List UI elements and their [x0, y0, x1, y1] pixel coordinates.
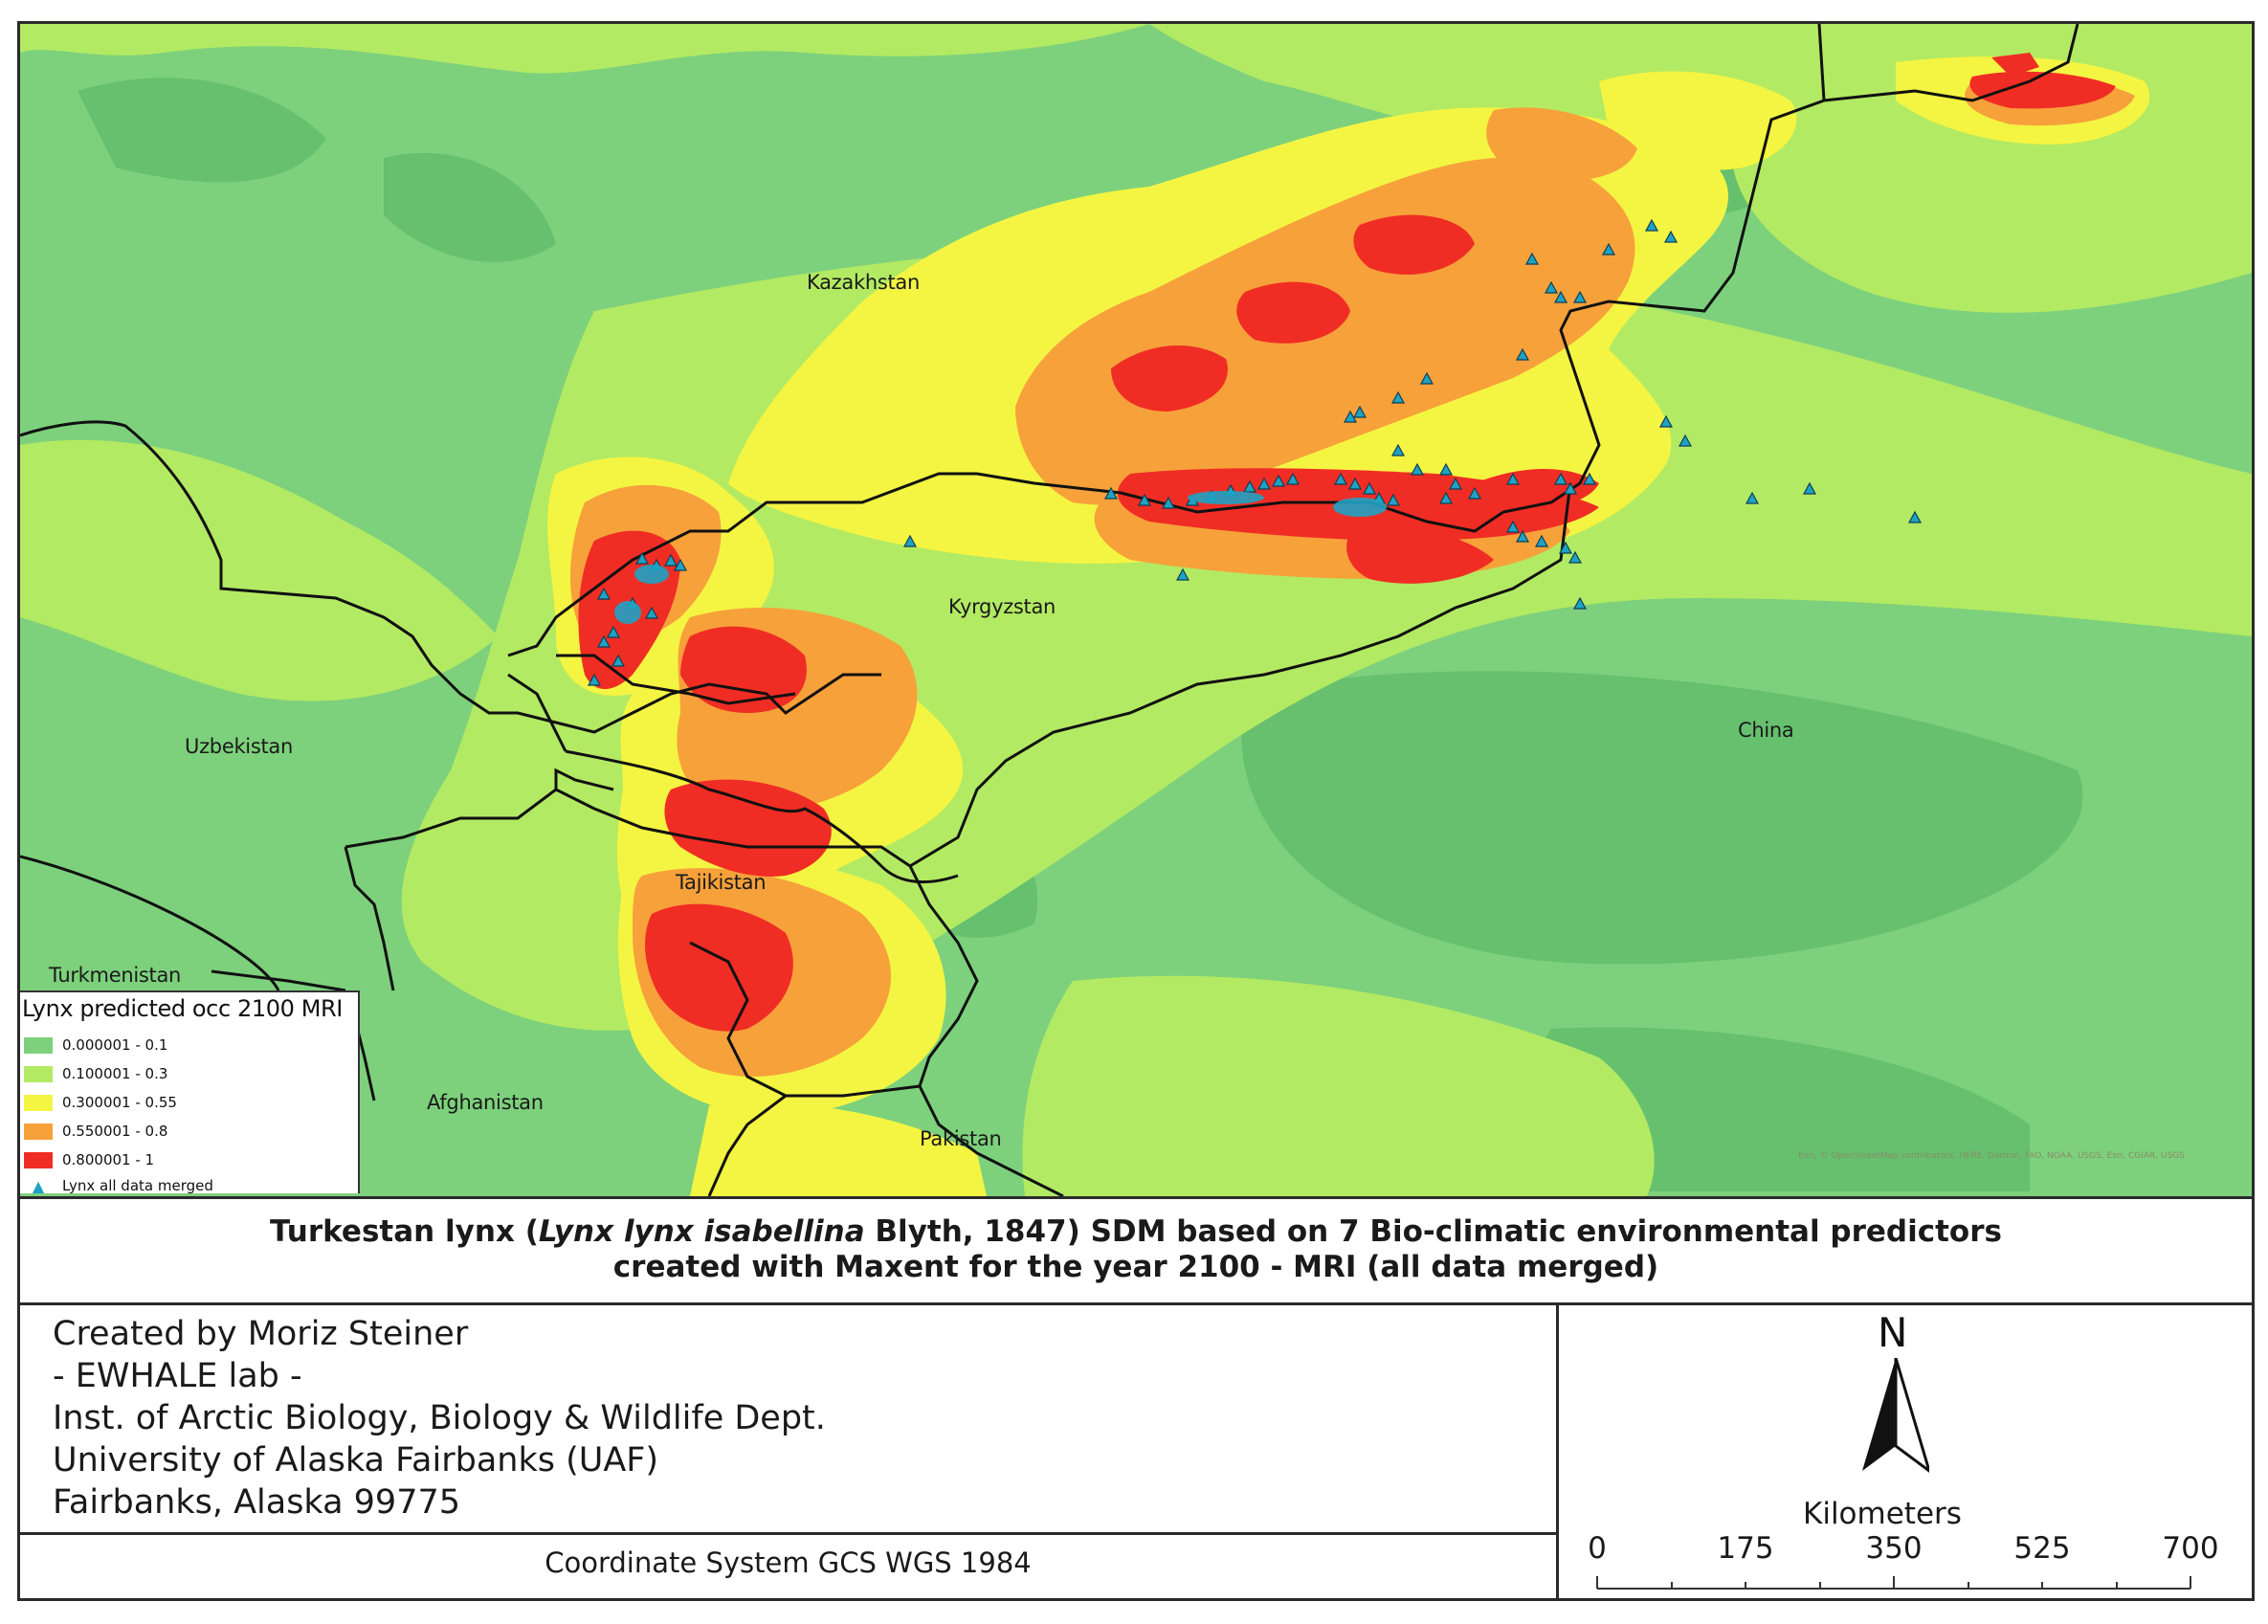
coordinate-system-label: Coordinate System GCS WGS 1984 [545, 1546, 1032, 1579]
legend-swatch [24, 1094, 53, 1111]
legend-swatch [24, 1123, 53, 1140]
credit-line: Inst. of Arctic Biology, Biology & Wildl… [53, 1399, 826, 1437]
coordinate-system-box: Coordinate System GCS WGS 1984 [20, 1535, 1559, 1598]
country-label-china: China [1738, 719, 1794, 742]
scale-unit-label: Kilometers [1803, 1497, 1962, 1531]
triangle-marker-icon: ▲ [32, 1176, 45, 1195]
legend-swatch [24, 1151, 53, 1168]
legend-item: 0.100001 - 0.3 [24, 1062, 167, 1085]
credits-box: Created by Moriz Steiner - EWHALE lab - … [20, 1305, 1559, 1535]
scale-tick-label: 175 [1717, 1531, 1774, 1566]
legend-title: Lynx predicted occ 2100 MRI [22, 995, 343, 1022]
country-label-turkmenistan: Turkmenistan [49, 964, 182, 987]
map-layout-frame: Kazakhstan Kyrgyzstan Uzbekistan China T… [17, 21, 2255, 1601]
map-panel: Kazakhstan Kyrgyzstan Uzbekistan China T… [20, 24, 2252, 1199]
country-label-afghanistan: Afghanistan [427, 1091, 544, 1114]
scale-tick-label: 525 [2013, 1531, 2071, 1566]
legend-item: 0.300001 - 0.55 [24, 1091, 177, 1114]
map-legend: Lynx predicted occ 2100 MRI 0.000001 - 0… [20, 990, 360, 1195]
legend-label: Lynx all data merged [62, 1177, 213, 1194]
country-label-pakistan: Pakistan [920, 1127, 1002, 1150]
legend-item: ▲ Lynx all data merged [24, 1174, 213, 1196]
scale-tick-label: 0 [1588, 1531, 1607, 1566]
legend-label: 0.000001 - 0.1 [62, 1036, 168, 1054]
map-title-box: Turkestan lynx (Lynx lynx isabellina Bly… [20, 1199, 2252, 1305]
title-suffix: Blyth, 1847) SDM based on 7 Bio-climatic… [864, 1214, 2002, 1249]
legend-label: 0.100001 - 0.3 [62, 1065, 168, 1082]
suitability-class-5-area [578, 53, 2116, 1032]
north-arrow-scale-box: N Kilometers 0 175 350 525 700 [1559, 1305, 2252, 1598]
map-title-line-2: created with Maxent for the year 2100 - … [612, 1250, 1659, 1284]
legend-label: 0.550001 - 0.8 [62, 1123, 168, 1140]
scale-tick-label: 350 [1865, 1531, 1923, 1566]
country-label-kyrgyzstan: Kyrgyzstan [948, 595, 1056, 618]
credit-line: Fairbanks, Alaska 99775 [53, 1483, 460, 1522]
credit-line: Created by Moriz Steiner [53, 1315, 469, 1353]
legend-label: 0.300001 - 0.55 [62, 1094, 177, 1111]
suitability-map [20, 24, 2252, 1196]
credit-line: - EWHALE lab - [53, 1357, 302, 1395]
country-label-uzbekistan: Uzbekistan [185, 735, 293, 758]
legend-swatch [24, 1036, 53, 1054]
title-prefix: Turkestan lynx ( [270, 1214, 539, 1249]
credit-line: University of Alaska Fairbanks (UAF) [53, 1441, 659, 1479]
occurrence-cluster [614, 491, 1387, 624]
legend-item: 0.550001 - 0.8 [24, 1120, 167, 1143]
legend-label: 0.800001 - 1 [62, 1151, 155, 1168]
north-arrow-icon [1862, 1358, 1929, 1473]
country-label-tajikistan: Tajikistan [676, 871, 767, 894]
scale-tick-label: 700 [2162, 1531, 2219, 1566]
basemap-attribution: Esri, © OpenStreetMap contributors, HERE… [1798, 1151, 2185, 1161]
legend-swatch [24, 1065, 53, 1082]
north-label: N [1878, 1309, 1908, 1356]
legend-item: 0.800001 - 1 [24, 1148, 154, 1171]
map-title-line-1: Turkestan lynx (Lynx lynx isabellina Bly… [20, 1214, 2252, 1250]
legend-item: 0.000001 - 0.1 [24, 1034, 167, 1057]
country-label-kazakhstan: Kazakhstan [807, 271, 920, 294]
scale-bar [1596, 1576, 2191, 1590]
title-scientific-name: Lynx lynx isabellina [538, 1214, 865, 1249]
